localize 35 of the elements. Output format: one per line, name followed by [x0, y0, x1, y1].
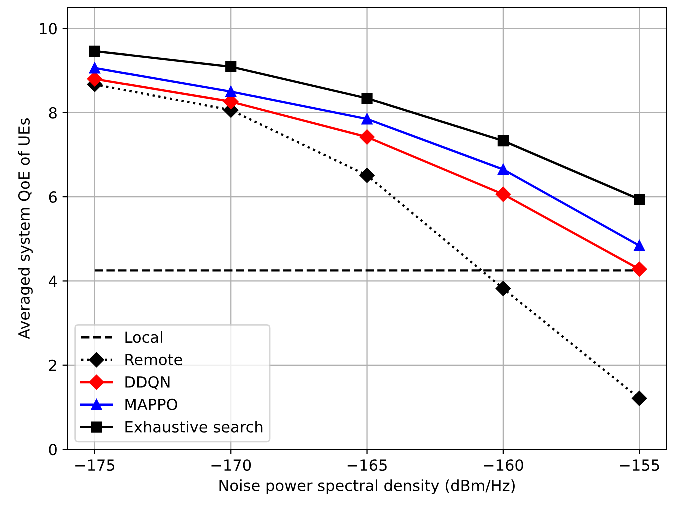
point [360, 168, 375, 184]
point [89, 62, 100, 74]
point [89, 46, 100, 57]
point [362, 92, 373, 104]
y-tick-label: 4 [49, 276, 58, 288]
y-tick-label: 10 [40, 23, 57, 35]
x-tick-label: −155 [620, 460, 660, 472]
point [226, 86, 237, 98]
y-axis-title: Averaged system QoE of UEs [18, 118, 33, 340]
point [226, 61, 237, 73]
point [634, 240, 646, 252]
x-tick-label: −170 [212, 460, 252, 472]
point [498, 164, 509, 176]
y-tick-label: 2 [49, 360, 56, 372]
point [498, 135, 509, 147]
point [632, 391, 648, 406]
point [496, 186, 512, 202]
legend-label: DDQN [126, 376, 170, 390]
point [634, 194, 646, 206]
point [87, 72, 103, 87]
x-axis-title: Noise power spectral density (dBm/Hz) [220, 480, 515, 494]
legend-label: MAPPO [126, 398, 178, 410]
x-tick-label: −160 [484, 460, 524, 472]
y-tick-label: 8 [49, 107, 57, 119]
y-tick-label: 0 [49, 444, 57, 456]
point [362, 114, 373, 125]
x-tick-label: −175 [76, 460, 115, 472]
x-tick-label: −165 [348, 460, 387, 472]
point [496, 281, 512, 296]
legend-label: Remote [126, 354, 182, 366]
legend-label: Local [126, 331, 162, 344]
point [632, 262, 648, 277]
legend-label: Exhaustive search [126, 421, 263, 433]
y-tick-label: 6 [49, 191, 58, 204]
point [360, 130, 375, 145]
